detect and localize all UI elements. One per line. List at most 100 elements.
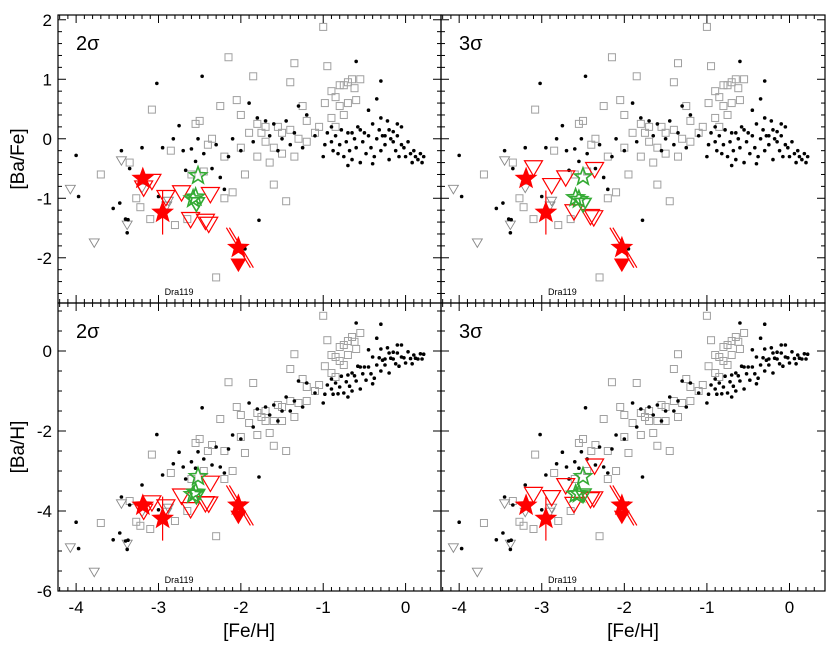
field-square-point — [339, 110, 348, 119]
field-dot-point — [775, 139, 779, 144]
field-dot-point — [200, 406, 204, 410]
field-dot-point — [379, 148, 383, 153]
red-star-point — [227, 235, 250, 258]
field-square-point — [170, 221, 179, 230]
field-dot-point — [369, 372, 373, 376]
field-dot-point — [183, 168, 188, 173]
field-square-point — [320, 99, 329, 108]
field-square-point — [253, 119, 262, 128]
field-square-point — [550, 146, 559, 155]
field-dot-point — [344, 380, 349, 384]
field-square-point — [245, 128, 254, 137]
field-square-point — [315, 381, 324, 389]
field-dot-point — [395, 133, 400, 138]
field-dot-point — [756, 376, 760, 381]
red-star-point — [151, 506, 174, 529]
x-tick-label: -4 — [452, 598, 467, 617]
field-square-point — [343, 99, 352, 108]
field-dot-point — [758, 363, 763, 367]
field-square-point — [607, 378, 616, 387]
field-square-point — [734, 337, 743, 346]
field-dot-point — [672, 409, 676, 413]
field-square-point — [628, 128, 637, 137]
field-dot-point — [622, 148, 627, 153]
field-dot-point — [379, 79, 383, 83]
field-dot-point — [800, 157, 804, 162]
field-dot-point — [667, 119, 672, 123]
field-dot-point — [771, 371, 775, 375]
red-upper-limit-point — [200, 186, 221, 204]
field-dot-point — [779, 343, 784, 347]
field-dot-point — [754, 161, 759, 166]
field-square-point — [302, 397, 311, 405]
field-square-point — [740, 75, 749, 84]
field-dot-point — [329, 387, 334, 391]
field-square-point — [208, 134, 217, 143]
field-dot-point — [738, 59, 742, 64]
field-dot-point — [140, 483, 144, 487]
red-upper-limit-point — [155, 499, 176, 517]
field-square-point — [686, 116, 695, 125]
field-dot-point — [339, 128, 344, 132]
field-square-point — [599, 415, 608, 423]
field-dot-point — [729, 373, 734, 377]
field-dot-point — [781, 364, 785, 369]
field-square-point — [335, 81, 344, 90]
panel-bottom-1: -4 -3 -2 -1 0 3σ Dra119 — [440, 302, 826, 617]
field-square-point — [645, 137, 654, 146]
field-square-point — [674, 59, 683, 68]
dra119-annotation: Dra119 — [165, 287, 194, 297]
field-dot-point — [267, 413, 272, 417]
field-dot-point — [771, 157, 775, 162]
field-square-point — [249, 72, 258, 81]
field-square-point — [261, 122, 270, 131]
red-upper-limit-point — [584, 161, 605, 179]
field-dot-point — [196, 136, 200, 141]
field-square-point — [624, 449, 633, 457]
field-dot-point — [366, 365, 371, 369]
field-dot-point — [583, 406, 588, 410]
field-square-point — [719, 102, 728, 111]
field-dot-point — [410, 160, 414, 165]
field-dot-point — [171, 462, 176, 466]
field-square-point — [702, 22, 711, 31]
field-dot-point — [346, 395, 350, 399]
field-dot-point — [374, 336, 379, 341]
field-dot-point — [639, 116, 643, 120]
field-dot-point — [744, 139, 749, 144]
field-dot-point — [572, 460, 577, 464]
field-dot-point — [331, 148, 335, 153]
field-dot-point — [420, 357, 424, 361]
red-filled-limit-point — [230, 510, 247, 525]
field-square-point — [529, 525, 538, 533]
field-dot-point — [731, 384, 736, 389]
field-dot-point — [155, 81, 159, 86]
field-dot-point — [750, 348, 755, 352]
field-dot-point — [383, 142, 387, 147]
field-dot-point — [501, 531, 505, 535]
field-dot-point — [387, 157, 391, 162]
green-star-point — [568, 482, 590, 503]
field-square-point — [245, 419, 254, 427]
field-square-point — [343, 351, 352, 359]
field-dot-point — [210, 463, 214, 467]
field-dot-point — [399, 125, 404, 129]
gray-upper-limit-point — [88, 567, 101, 578]
field-square-point — [356, 75, 365, 84]
field-dot-point — [564, 465, 569, 469]
field-dot-point — [408, 151, 413, 156]
field-dot-point — [383, 133, 387, 138]
field-square-point — [132, 194, 141, 203]
field-dot-point — [805, 352, 810, 357]
field-dot-point — [754, 382, 759, 386]
field-dot-point — [362, 131, 367, 135]
field-dot-point — [786, 145, 790, 150]
field-square-point — [508, 158, 517, 167]
field-dot-point — [742, 387, 746, 391]
field-square-point — [147, 450, 156, 459]
field-dot-point — [395, 343, 400, 347]
field-dot-point — [753, 145, 757, 150]
field-square-point — [686, 397, 695, 405]
x-axis-title-right: [Fe/H] — [607, 621, 659, 642]
field-dot-point — [659, 148, 664, 153]
